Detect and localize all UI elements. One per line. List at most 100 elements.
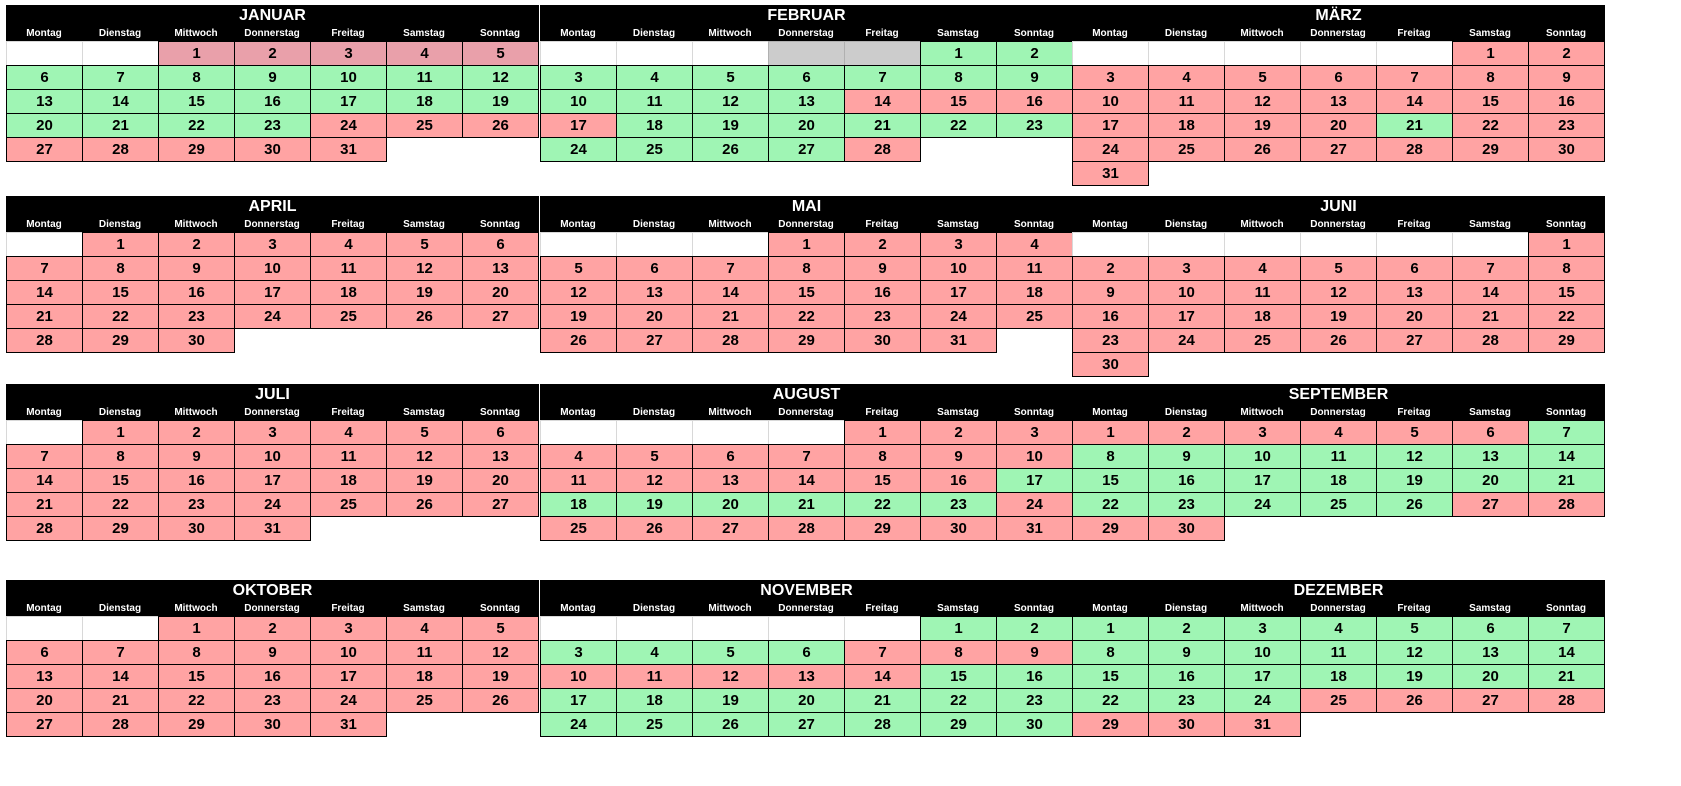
empty-cell (386, 137, 462, 161)
month-title: NOVEMBER (760, 582, 853, 599)
day-cell: 31 (310, 137, 387, 162)
day-cell: 5 (462, 616, 539, 641)
day-cell: 1 (1452, 41, 1529, 66)
weekday-label: Donnerstag (244, 407, 300, 418)
day-cell: 25 (1224, 328, 1301, 353)
day-cell: 13 (462, 444, 539, 469)
day-cell: 18 (616, 113, 693, 138)
day-cell: 10 (1224, 640, 1301, 665)
day-cell: 2 (234, 41, 311, 66)
empty-cell (1528, 516, 1604, 540)
day-cell: 29 (1072, 712, 1149, 737)
day-cell: 9 (158, 256, 235, 281)
day-cell: 30 (1072, 352, 1149, 377)
month-april: APRIL Montag Dienstag Mittwoch Donnerstag Fre… (6, 196, 539, 353)
day-cell: 8 (1072, 640, 1149, 665)
weekday-label: Donnerstag (244, 219, 300, 230)
month-header: JULI Montag Dienstag Mittwoch Donnerstag Frei… (6, 384, 539, 420)
day-cell: 19 (1376, 664, 1453, 689)
day-cell: 15 (1528, 280, 1605, 305)
weekday-label: Mittwoch (174, 407, 218, 418)
weekday-label: Mittwoch (174, 603, 218, 614)
day-cell: 12 (692, 89, 769, 114)
empty-cell (1148, 161, 1224, 185)
day-cell: 5 (540, 256, 617, 281)
day-cell: 19 (692, 113, 769, 138)
weekday-label: Sonntag (1014, 28, 1054, 39)
day-cell: 14 (1528, 444, 1605, 469)
day-cell: 28 (6, 516, 83, 541)
empty-cell (768, 616, 845, 641)
weekday-header-row: Montag Dienstag Mittwoch Donnerstag Freitag S… (1072, 28, 1605, 40)
empty-cell (1148, 41, 1225, 66)
day-cell: 22 (158, 688, 235, 713)
day-cell: 20 (616, 304, 693, 329)
weekday-label: Mittwoch (1240, 407, 1284, 418)
empty-cell (692, 616, 769, 641)
day-cell: 27 (1376, 328, 1453, 353)
day-cell: 9 (158, 444, 235, 469)
weekday-label: Mittwoch (708, 28, 752, 39)
day-cell: 25 (310, 492, 387, 517)
day-cell: 30 (920, 516, 997, 541)
empty-cell (1452, 161, 1528, 185)
weekday-label: Dienstag (1164, 219, 1208, 230)
day-cell: 29 (844, 516, 921, 541)
day-cell: 2 (1148, 420, 1225, 445)
day-cell: 28 (1376, 137, 1453, 162)
weekday-header-row: Montag Dienstag Mittwoch Donnerstag Freitag S… (540, 28, 1073, 40)
day-cell: 16 (844, 280, 921, 305)
day-cell: 18 (386, 89, 463, 114)
day-cell: 2 (920, 420, 997, 445)
day-cell: 14 (6, 280, 83, 305)
day-cell: 16 (1148, 468, 1225, 493)
day-cell: 11 (616, 89, 693, 114)
day-cell: 21 (82, 688, 159, 713)
day-cell: 20 (692, 492, 769, 517)
day-cell: 16 (1148, 664, 1225, 689)
empty-cell (310, 516, 386, 540)
weekday-label: Montag (560, 603, 596, 614)
day-cell: 17 (1072, 113, 1149, 138)
day-cell: 7 (1452, 256, 1529, 281)
day-cell: 6 (768, 65, 845, 90)
day-cell: 4 (1224, 256, 1301, 281)
day-cell: 3 (996, 420, 1073, 445)
empty-cell (996, 328, 1072, 352)
day-cell: 18 (1224, 304, 1301, 329)
weekday-label: Montag (560, 407, 596, 418)
day-cell: 15 (920, 89, 997, 114)
empty-cell (1376, 516, 1452, 540)
day-cell: 25 (1300, 492, 1377, 517)
weekday-label: Dienstag (632, 28, 676, 39)
weekday-label: Samstag (937, 407, 979, 418)
day-cell: 28 (82, 137, 159, 162)
day-cell: 30 (1148, 516, 1225, 541)
empty-cell (1072, 41, 1149, 66)
day-cell: 19 (462, 89, 539, 114)
day-cell: 28 (1452, 328, 1529, 353)
day-cell: 25 (1148, 137, 1225, 162)
day-cell: 14 (1376, 89, 1453, 114)
month-märz: MÄRZ Montag Dienstag Mittwoch Donnerstag Frei… (1072, 5, 1605, 186)
day-cell: 25 (310, 304, 387, 329)
day-cell: 7 (82, 640, 159, 665)
day-cell: 20 (462, 280, 539, 305)
day-cell: 27 (768, 137, 845, 162)
day-cell: 13 (1452, 444, 1529, 469)
day-cell: 9 (996, 65, 1073, 90)
day-cell: 28 (1528, 492, 1605, 517)
day-cell: 6 (1376, 256, 1453, 281)
empty-cell (386, 516, 462, 540)
day-cell: 14 (1528, 640, 1605, 665)
weekday-label: Dienstag (98, 407, 142, 418)
day-cell: 26 (616, 516, 693, 541)
day-cell: 18 (996, 280, 1073, 305)
day-cell: 8 (1528, 256, 1605, 281)
day-cell: 23 (158, 492, 235, 517)
day-cell: 26 (386, 492, 463, 517)
day-cell: 23 (996, 688, 1073, 713)
empty-cell (1300, 516, 1376, 540)
day-cell: 3 (540, 640, 617, 665)
day-cell: 13 (6, 664, 83, 689)
